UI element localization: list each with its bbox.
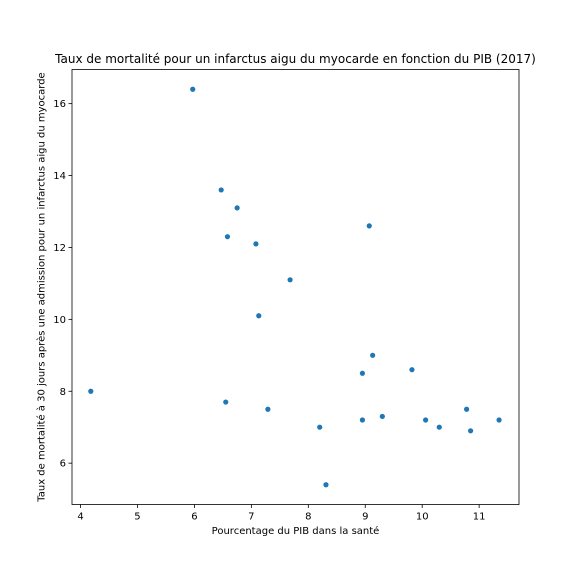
data-point	[253, 241, 259, 247]
data-point	[359, 370, 366, 376]
data-point	[265, 406, 271, 412]
y-tick-label: 14	[53, 171, 66, 182]
data-point	[256, 313, 262, 319]
y-tick-label: 6	[60, 459, 66, 470]
y-tick-label: 16	[53, 99, 66, 110]
data-point	[436, 424, 442, 430]
data-point	[223, 399, 229, 405]
data-point	[88, 388, 94, 394]
data-point	[467, 428, 474, 434]
data-point	[496, 417, 502, 423]
x-tick-label: 4	[77, 512, 83, 523]
y-tick-label: 10	[53, 315, 66, 326]
data-point	[218, 187, 224, 193]
data-point	[190, 86, 196, 92]
data-point	[409, 367, 415, 373]
x-axis: 4 5 6 7 8 9 10 11	[77, 504, 486, 523]
x-axis-label: Pourcentage du PIB dans la santé	[212, 525, 380, 537]
data-point	[224, 234, 231, 240]
data-point	[464, 406, 470, 412]
data-point	[423, 417, 429, 423]
x-tick-label: 11	[473, 512, 486, 523]
data-point	[323, 482, 329, 488]
data-point	[370, 352, 376, 358]
chart-title: Taux de mortalité pour un infarctus aigu…	[54, 52, 536, 66]
x-tick-label: 5	[134, 512, 140, 523]
data-point	[317, 424, 323, 430]
data-point	[234, 205, 240, 211]
x-tick-label: 6	[191, 512, 197, 523]
y-tick-label: 8	[60, 387, 66, 398]
plot-area	[88, 86, 502, 488]
data-point	[359, 417, 366, 423]
x-tick-label: 8	[305, 512, 311, 523]
data-point	[379, 413, 385, 420]
data-point	[366, 223, 372, 229]
y-tick-label: 12	[53, 243, 66, 254]
plot-frame	[71, 69, 520, 505]
y-axis-label: Taux de mortalité à 30 jours après une a…	[36, 72, 48, 502]
y-axis: 6 8 10 12 14 16	[53, 99, 72, 470]
x-tick-label: 7	[248, 512, 254, 523]
x-tick-label: 9	[362, 512, 368, 523]
data-point	[287, 277, 293, 283]
x-tick-label: 10	[416, 512, 429, 523]
